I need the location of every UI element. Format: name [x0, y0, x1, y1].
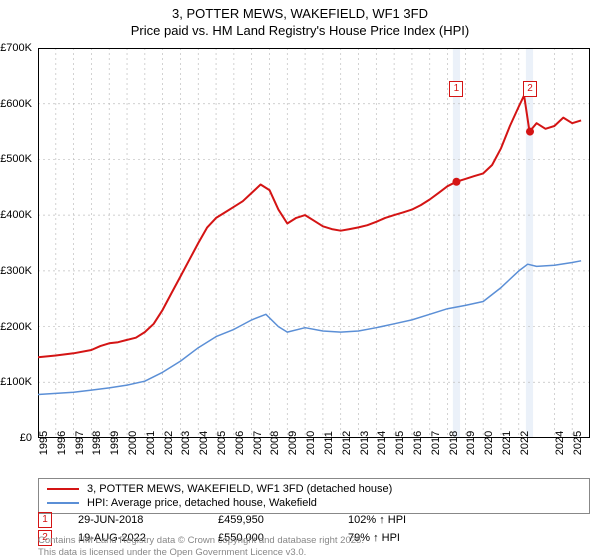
x-tick-label: 2001 [145, 431, 157, 455]
x-tick-label: 1999 [109, 431, 121, 455]
sale-price: £459,950 [218, 514, 348, 526]
legend-item: 3, POTTER MEWS, WAKEFIELD, WF1 3FD (deta… [39, 482, 589, 496]
x-tick-label: 2008 [269, 431, 281, 455]
title-subtitle: Price paid vs. HM Land Registry's House … [0, 23, 600, 38]
x-tick-label: 1996 [56, 431, 68, 455]
y-tick-label: £100K [0, 376, 32, 388]
chart-svg [38, 48, 590, 438]
x-tick-label: 2011 [323, 431, 335, 455]
x-tick-label: 1998 [91, 431, 103, 455]
x-tick-label: 2010 [305, 431, 317, 455]
y-tick-label: £500K [0, 153, 32, 165]
y-tick-label: £200K [0, 321, 32, 333]
y-tick-label: £700K [0, 42, 32, 54]
x-tick-label: 2021 [501, 431, 513, 455]
legend-item: HPI: Average price, detached house, Wake… [39, 496, 589, 510]
x-tick-label: 2005 [216, 431, 228, 455]
legend-label: 3, POTTER MEWS, WAKEFIELD, WF1 3FD (deta… [87, 483, 392, 495]
y-tick-label: £400K [0, 209, 32, 221]
x-tick-label: 1995 [38, 431, 50, 455]
x-tick-label: 2009 [287, 431, 299, 455]
y-tick-label: £600K [0, 98, 32, 110]
x-tick-label: 2014 [376, 431, 388, 455]
legend-swatch [47, 488, 79, 490]
x-tick-label: 2002 [163, 431, 175, 455]
x-tick-label: 2017 [430, 431, 442, 455]
footer-line2: This data is licensed under the Open Gov… [38, 547, 364, 558]
sale-marker-cell: 1 [38, 512, 78, 528]
x-tick-label: 2003 [180, 431, 192, 455]
x-tick-label: 2013 [359, 431, 371, 455]
x-tick-label: 2016 [412, 431, 424, 455]
x-tick-label: 2000 [127, 431, 139, 455]
x-tick-label: 2024 [554, 431, 566, 455]
sale-marker-label: 1 [449, 81, 463, 97]
x-tick-label: 2025 [572, 431, 584, 455]
chart-plot-area: £0£100K£200K£300K£400K£500K£600K£700K199… [38, 48, 590, 438]
chart-title: 3, POTTER MEWS, WAKEFIELD, WF1 3FD Price… [0, 0, 600, 38]
x-tick-label: 2018 [448, 431, 460, 455]
x-tick-label: 2007 [252, 431, 264, 455]
sale-date: 29-JUN-2018 [78, 514, 218, 526]
title-address: 3, POTTER MEWS, WAKEFIELD, WF1 3FD [0, 6, 600, 21]
sale-pct: 79% ↑ HPI [348, 532, 498, 544]
sale-pct: 102% ↑ HPI [348, 514, 498, 526]
x-tick-label: 1997 [74, 431, 86, 455]
footer-attribution: Contains HM Land Registry data © Crown c… [38, 535, 364, 558]
x-tick-label: 2006 [234, 431, 246, 455]
footer-line1: Contains HM Land Registry data © Crown c… [38, 535, 364, 546]
legend-label: HPI: Average price, detached house, Wake… [87, 497, 317, 509]
x-tick-label: 2015 [394, 431, 406, 455]
x-tick-label: 2012 [341, 431, 353, 455]
legend: 3, POTTER MEWS, WAKEFIELD, WF1 3FD (deta… [38, 478, 590, 514]
sale-row: 1 29-JUN-2018 £459,950 102% ↑ HPI [38, 512, 590, 528]
y-tick-label: £300K [0, 265, 32, 277]
y-tick-label: £0 [20, 432, 32, 444]
x-tick-label: 2019 [465, 431, 477, 455]
legend-swatch [47, 502, 79, 504]
x-tick-label: 2022 [519, 431, 531, 455]
sale-marker-label: 2 [523, 81, 537, 97]
x-tick-label: 2020 [483, 431, 495, 455]
sale-marker-box: 1 [38, 512, 52, 528]
x-tick-label: 2004 [198, 431, 210, 455]
